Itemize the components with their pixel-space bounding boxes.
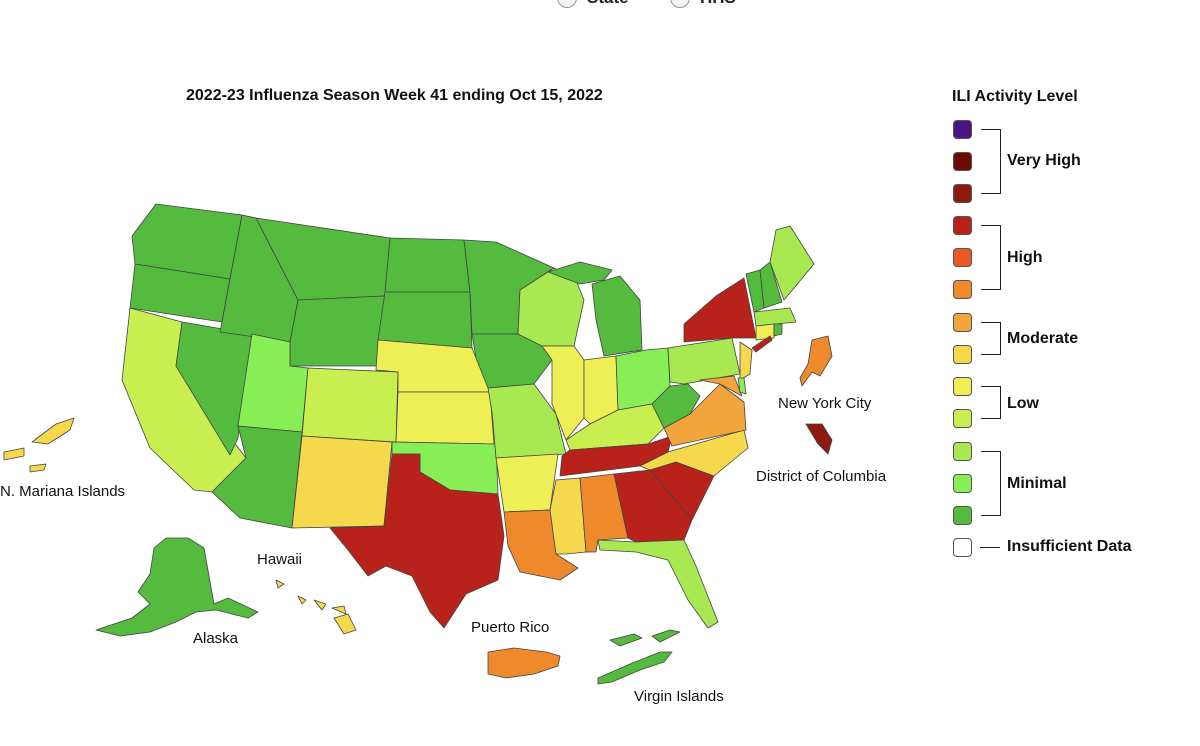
state-texas[interactable] [329, 453, 505, 629]
legend: ILI Activity Level Very High High Modera… [952, 86, 1192, 576]
legend-bracket-very-high [981, 129, 1001, 194]
label-dc: District of Columbia [756, 468, 887, 485]
state-michigan-up[interactable] [547, 261, 613, 285]
inset-puerto-rico[interactable] [487, 647, 561, 679]
radio-state-label: State [587, 0, 629, 8]
state-arizona[interactable] [211, 425, 303, 529]
inset-virgin-islands[interactable] [597, 629, 681, 685]
us-ili-map: New York City District of Columbia N. Ma… [0, 203, 887, 705]
state-massachusetts[interactable] [753, 307, 797, 327]
legend-bracket-low [981, 386, 1001, 419]
legend-swatch-moderate-2 [953, 345, 972, 364]
legend-label-minimal: Minimal [1007, 475, 1067, 492]
state-florida[interactable] [597, 539, 719, 629]
state-north-carolina[interactable] [639, 429, 749, 477]
radio-hhs-label: HHS [700, 0, 736, 8]
legend-bracket-minimal [981, 451, 1001, 516]
inset-new-york-city[interactable] [805, 423, 833, 455]
state-new-hampshire[interactable] [759, 261, 783, 309]
legend-label-moderate: Moderate [1007, 330, 1079, 347]
inset-alaska[interactable] [95, 537, 259, 637]
label-puerto-rico: Puerto Rico [471, 619, 549, 636]
state-new-jersey[interactable] [739, 341, 753, 381]
legend-swatch-moderate-1 [953, 313, 972, 332]
label-n-mariana-islands: N. Mariana Islands [0, 483, 125, 500]
legend-swatch-very-high-3 [953, 184, 972, 203]
state-north-dakota[interactable] [384, 237, 471, 293]
state-rhode-island[interactable] [773, 323, 783, 337]
legend-bracket-high [981, 225, 1001, 290]
legend-label-very-high: Very High [1007, 152, 1081, 169]
legend-swatch-minimal-2 [953, 474, 972, 493]
state-south-dakota[interactable] [377, 291, 473, 349]
legend-label-low: Low [1007, 395, 1039, 412]
legend-swatch-high-3 [953, 280, 972, 299]
legend-bracket-moderate [981, 322, 1001, 355]
legend-label-insufficient: Insufficient Data [1007, 538, 1132, 555]
state-new-york[interactable] [683, 277, 757, 343]
state-connecticut[interactable] [755, 323, 775, 341]
state-maryland[interactable] [699, 375, 743, 397]
state-delaware[interactable] [737, 377, 747, 395]
legend-label-high: High [1007, 249, 1043, 266]
label-hawaii: Hawaii [257, 551, 302, 568]
legend-dash-insufficient [980, 547, 1000, 548]
label-virgin-islands: Virgin Islands [634, 688, 724, 705]
legend-swatch-insufficient [953, 538, 972, 557]
state-west-virginia[interactable] [651, 383, 701, 429]
state-wyoming[interactable] [289, 295, 386, 367]
state-illinois[interactable] [541, 345, 585, 441]
state-maine[interactable] [769, 225, 815, 301]
legend-swatch-very-high-2 [953, 152, 972, 171]
legend-swatch-very-high-1 [953, 120, 972, 139]
nyc-marker[interactable] [751, 335, 773, 353]
legend-title: ILI Activity Level [952, 88, 1078, 105]
map-title: 2022-23 Influenza Season Week 41 ending … [186, 87, 603, 104]
inset-hawaii[interactable] [275, 579, 357, 635]
legend-swatch-low-1 [953, 377, 972, 396]
inset-dc[interactable] [799, 335, 833, 387]
inset-n-mariana-islands[interactable] [3, 417, 75, 473]
label-alaska: Alaska [193, 630, 239, 647]
state-arkansas[interactable] [495, 453, 559, 513]
legend-swatch-low-2 [953, 409, 972, 428]
legend-swatch-minimal-3 [953, 506, 972, 525]
state-colorado[interactable] [301, 367, 399, 443]
state-kansas[interactable] [395, 391, 495, 445]
state-tennessee[interactable] [559, 435, 673, 477]
state-new-mexico[interactable] [291, 435, 393, 529]
label-new-york-city: New York City [778, 395, 872, 412]
legend-swatch-high-2 [953, 248, 972, 267]
state-michigan[interactable] [591, 275, 643, 357]
legend-swatch-high-1 [953, 216, 972, 235]
legend-swatch-minimal-1 [953, 442, 972, 461]
